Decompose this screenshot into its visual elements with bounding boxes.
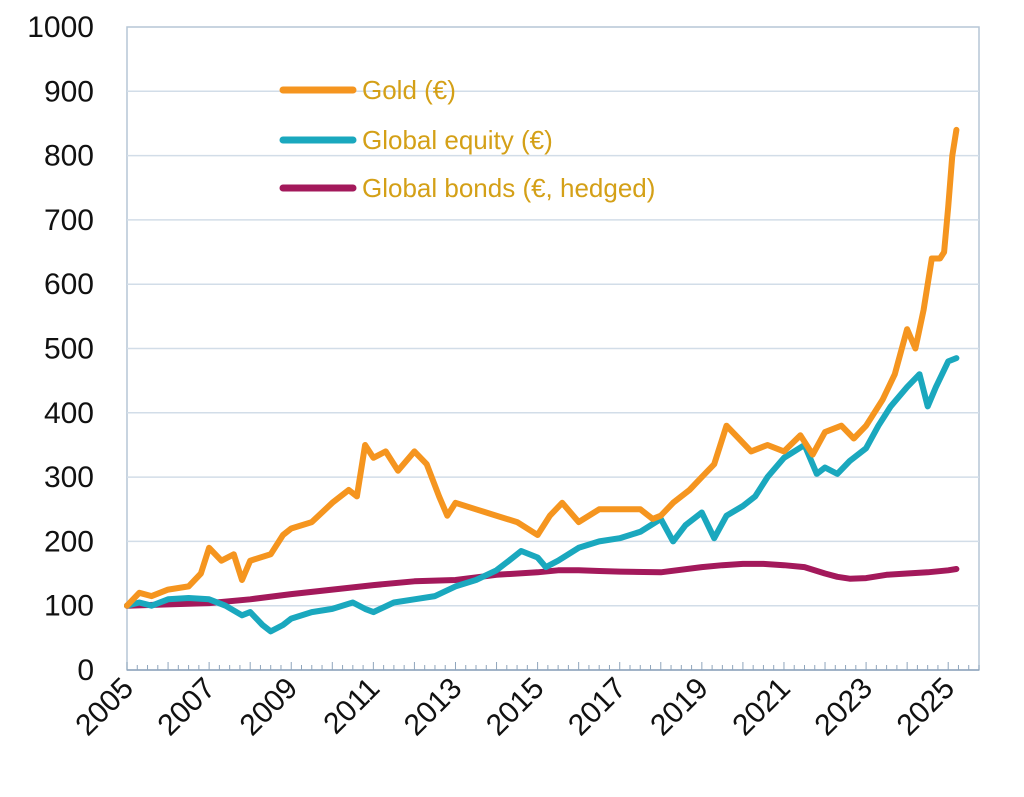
y-tick-label: 1000 — [27, 11, 94, 44]
y-tick-label: 800 — [44, 140, 94, 173]
series-line-global-bonds-hedged — [124, 560, 960, 609]
legend: Gold (€) Global equity (€) Global bonds (€… — [279, 75, 655, 203]
legend-label: Global equity (€) — [362, 125, 553, 155]
x-tick-label: 2025 — [891, 672, 962, 743]
x-tick-label: 2021 — [726, 672, 797, 743]
y-tick-label: 200 — [44, 525, 94, 558]
y-tick-label: 600 — [44, 268, 94, 301]
x-tick-label: 2019 — [644, 672, 715, 743]
legend-label: Gold (€) — [362, 75, 456, 105]
y-tick-label: 500 — [44, 333, 94, 366]
y-axis-tick-labels: 0 100 200 300 400 500 600 700 800 900 1000 — [27, 11, 94, 687]
y-tick-label: 700 — [44, 204, 94, 237]
x-tick-label: 2023 — [809, 672, 880, 743]
series-line-global-equity — [124, 355, 960, 635]
x-axis-ticks — [126, 662, 980, 670]
y-tick-label: 900 — [44, 75, 94, 108]
y-tick-label: 400 — [44, 397, 94, 430]
x-tick-label: 2013 — [398, 672, 469, 743]
y-tick-label: 300 — [44, 461, 94, 494]
gridlines — [127, 90, 979, 607]
legend-label: Global bonds (€, hedged) — [362, 173, 655, 203]
series-line-gold — [124, 126, 960, 609]
x-tick-label: 2011 — [317, 672, 386, 741]
x-tick-label: 2017 — [562, 672, 633, 743]
y-tick-label: 0 — [77, 654, 94, 687]
x-tick-label: 2007 — [152, 672, 223, 743]
x-tick-label: 2009 — [234, 672, 305, 743]
x-axis-tick-labels: 2005 2007 2009 2011 2013 2015 2017 2019 2021 2023… — [69, 672, 961, 743]
x-tick-label: 2015 — [480, 672, 551, 743]
series-layer — [124, 126, 960, 635]
y-tick-label: 100 — [44, 590, 94, 623]
